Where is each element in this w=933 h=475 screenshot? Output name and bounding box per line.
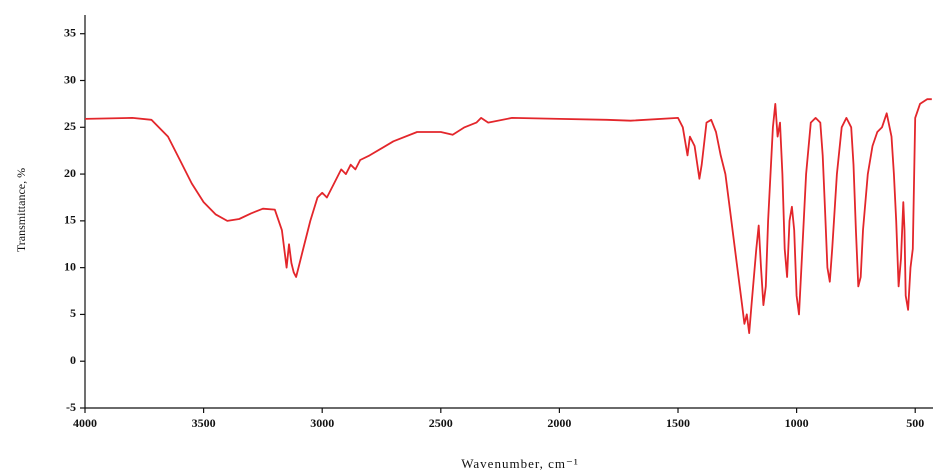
- y-tick-label: 10: [64, 259, 76, 273]
- x-tick-label: 500: [906, 416, 924, 430]
- y-tick-label: 35: [64, 25, 76, 39]
- x-tick-label: 2500: [429, 416, 453, 430]
- y-tick-label: 15: [64, 213, 76, 227]
- spectrum-line: [84, 98, 932, 334]
- y-tick-label: 25: [64, 119, 76, 133]
- y-axis-label: Transmittance, %: [14, 168, 28, 252]
- x-tick-label: 3500: [192, 416, 216, 430]
- y-tick-label: 20: [64, 166, 76, 180]
- y-tick-label: 30: [64, 72, 76, 86]
- y-tick-label: -5: [66, 400, 76, 414]
- x-tick-label: 3000: [310, 416, 334, 430]
- y-tick-label: 0: [70, 353, 76, 367]
- y-tick-label: 5: [70, 306, 76, 320]
- x-tick-label: 1500: [666, 416, 690, 430]
- x-tick-label: 4000: [73, 416, 97, 430]
- x-axis-label: Wavenumber, cm⁻¹: [461, 456, 579, 471]
- x-tick-label: 1000: [785, 416, 809, 430]
- x-tick-label: 2000: [547, 416, 571, 430]
